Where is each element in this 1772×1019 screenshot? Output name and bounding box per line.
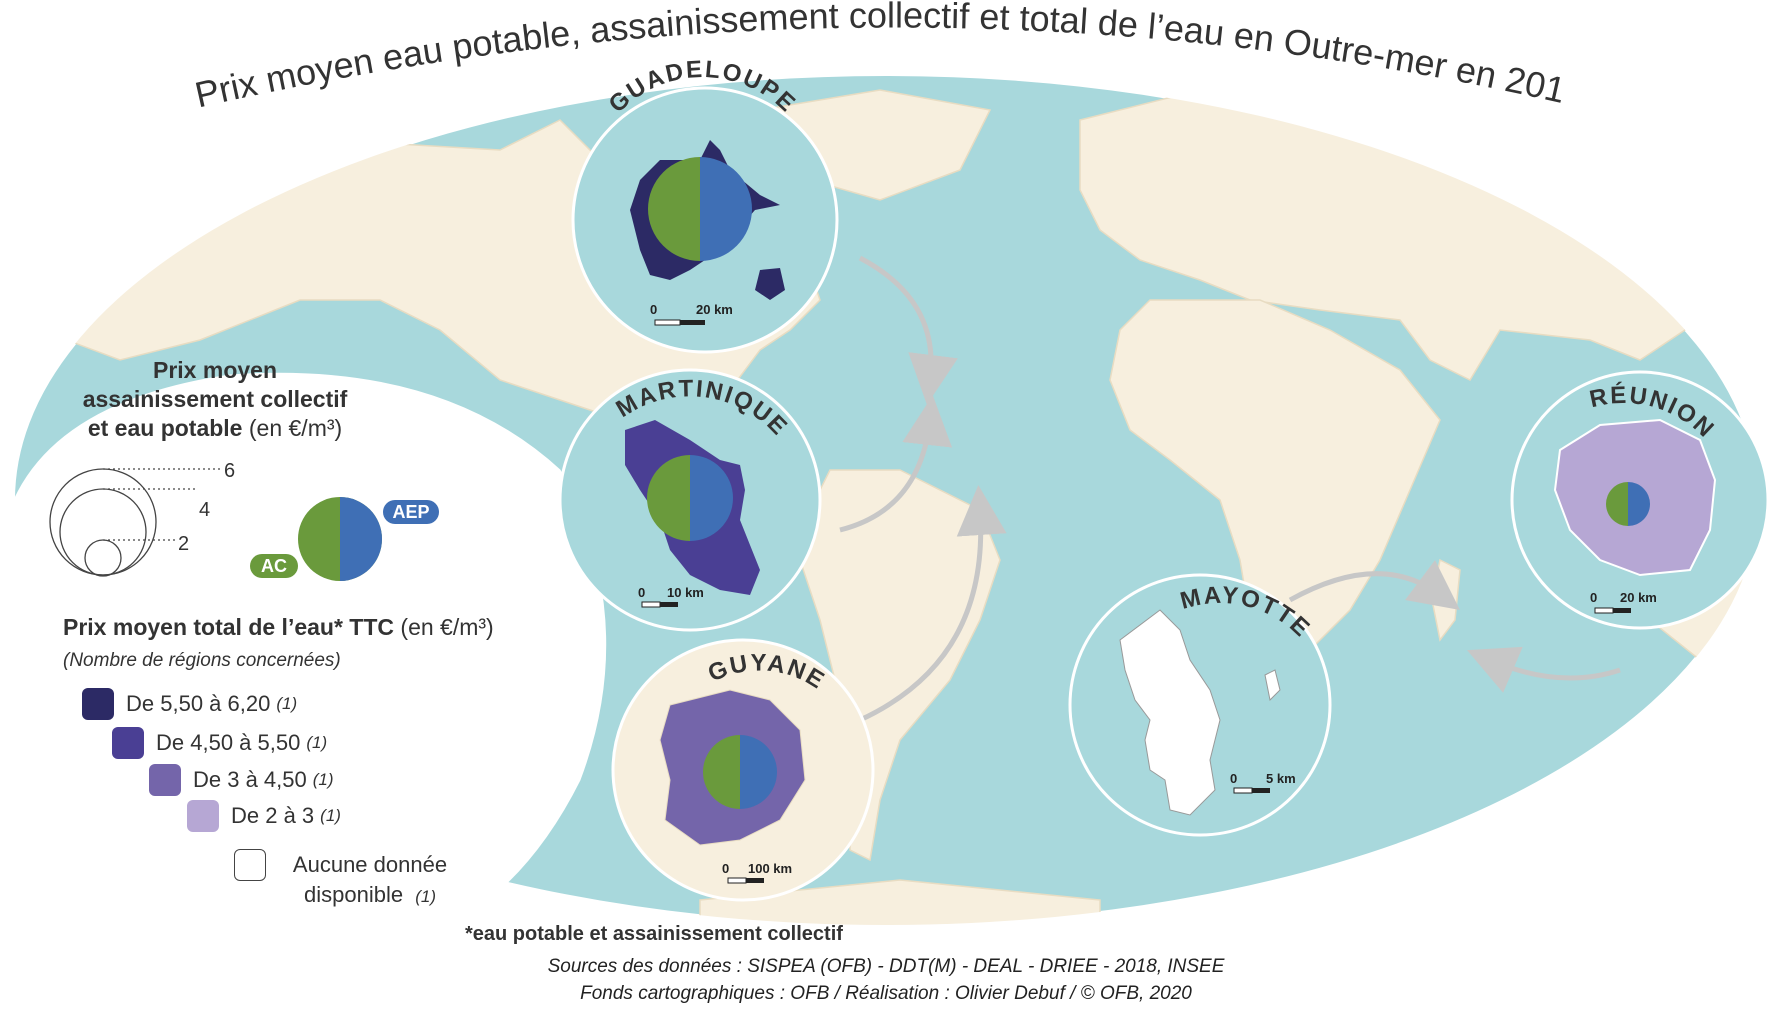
legend-circles-unit: (en €/m³) (248, 415, 343, 441)
martinique-scale-zero: 0 (638, 585, 645, 600)
guadeloupe-scale-zero: 0 (650, 302, 657, 317)
ac-label: AC (261, 556, 287, 576)
aep-badge (383, 500, 439, 524)
legend-class-label: De 3 à 4,50 (193, 767, 307, 792)
circle-leaders (103, 468, 220, 541)
legend-total-title-wrap: Prix moyen total de l’eau* TTC (en €/m³) (63, 614, 494, 641)
sources-line2: Fonds cartographiques : OFB / Réalisatio… (580, 983, 1192, 1004)
legend-nodata-line2: disponible (304, 882, 404, 907)
legend-swatch-class2 (112, 727, 144, 759)
legend-panel (13, 372, 607, 941)
martinique-scale: 10 km (667, 585, 704, 600)
legend-class-count: (1) (276, 694, 298, 713)
guadeloupe-scale: 20 km (696, 302, 733, 317)
reunion-scale-zero: 0 (1590, 590, 1597, 605)
reunion-scale: 20 km (1620, 590, 1657, 605)
inset-guyane: GUYANE 0 100 km (611, 638, 875, 902)
circle-value-2: 2 (178, 533, 189, 555)
legend-pie (298, 497, 382, 581)
legend-total-unit: (en €/m³) (400, 614, 494, 640)
legend-circles-title-line3: et eau potable (87, 415, 243, 441)
aep-label: AEP (392, 502, 429, 522)
legend-class-label: De 4,50 à 5,50 (156, 730, 301, 755)
legend-swatch-nodata (234, 849, 266, 881)
legend-class-row: De 4,50 à 5,50 (1) (112, 727, 327, 759)
circle-value-4: 4 (199, 499, 210, 521)
legend-circles-title: Prix moyen assainissement collectif et e… (60, 356, 370, 443)
inset-mayotte: MAYOTTE 0 5 km (1068, 573, 1332, 837)
circle-value-6: 6 (224, 460, 235, 482)
legend-class-count: (1) (312, 770, 334, 789)
legend-nodata-count: (1) (415, 887, 436, 906)
inset-guadeloupe: GUADELOUPE 0 20 km (571, 56, 839, 354)
guyane-scale: 100 km (748, 861, 792, 876)
legend-class-row: De 2 à 3 (1) (187, 800, 341, 832)
legend-class-label: De 2 à 3 (231, 803, 315, 828)
legend-class-row: De 5,50 à 6,20 (1) (82, 688, 297, 720)
legend-nodata: Aucune donnée disponible (1) (270, 850, 470, 912)
sources-line1: Sources des données : SISPEA (OFB) - DDT… (547, 956, 1225, 977)
legend-class-label: De 5,50 à 6,20 (126, 691, 271, 716)
mayotte-scale: 5 km (1266, 771, 1296, 786)
legend-class-count: (1) (320, 806, 341, 825)
legend-swatch-class1 (82, 688, 114, 720)
inset-reunion: RÉUNION 0 20 km (1510, 370, 1770, 630)
legend-swatch-class3 (149, 764, 181, 796)
mayotte-scale-zero: 0 (1230, 771, 1237, 786)
ac-badge (250, 554, 298, 578)
legend-total-title: Prix moyen total de l’eau* TTC (63, 614, 395, 640)
legend-circles-title-line1: Prix moyen (153, 357, 277, 383)
locator-arrows (839, 255, 1621, 723)
legend-total-subtitle: (Nombre de régions concernées) (63, 650, 341, 671)
legend-circles-title-line3-wrap: et eau potable (en €/m³) (60, 414, 370, 443)
legend-circles-title-line2: assainissement collectif (82, 386, 348, 412)
guyane-scale-zero: 0 (722, 861, 729, 876)
mayotte-shape (1119, 609, 1221, 816)
legend-class-count: (1) (306, 733, 328, 752)
legend-nodata-line2-wrap: disponible (1) (270, 880, 470, 912)
legend-nodata-line1: Aucune donnée (292, 852, 448, 877)
footnote: *eau potable et assainissement collectif (465, 923, 843, 945)
legend-swatch-class4 (187, 800, 219, 832)
legend-class-row: De 3 à 4,50 (1) (149, 764, 334, 796)
inset-martinique: MARTINIQUE 0 10 km (558, 368, 822, 632)
